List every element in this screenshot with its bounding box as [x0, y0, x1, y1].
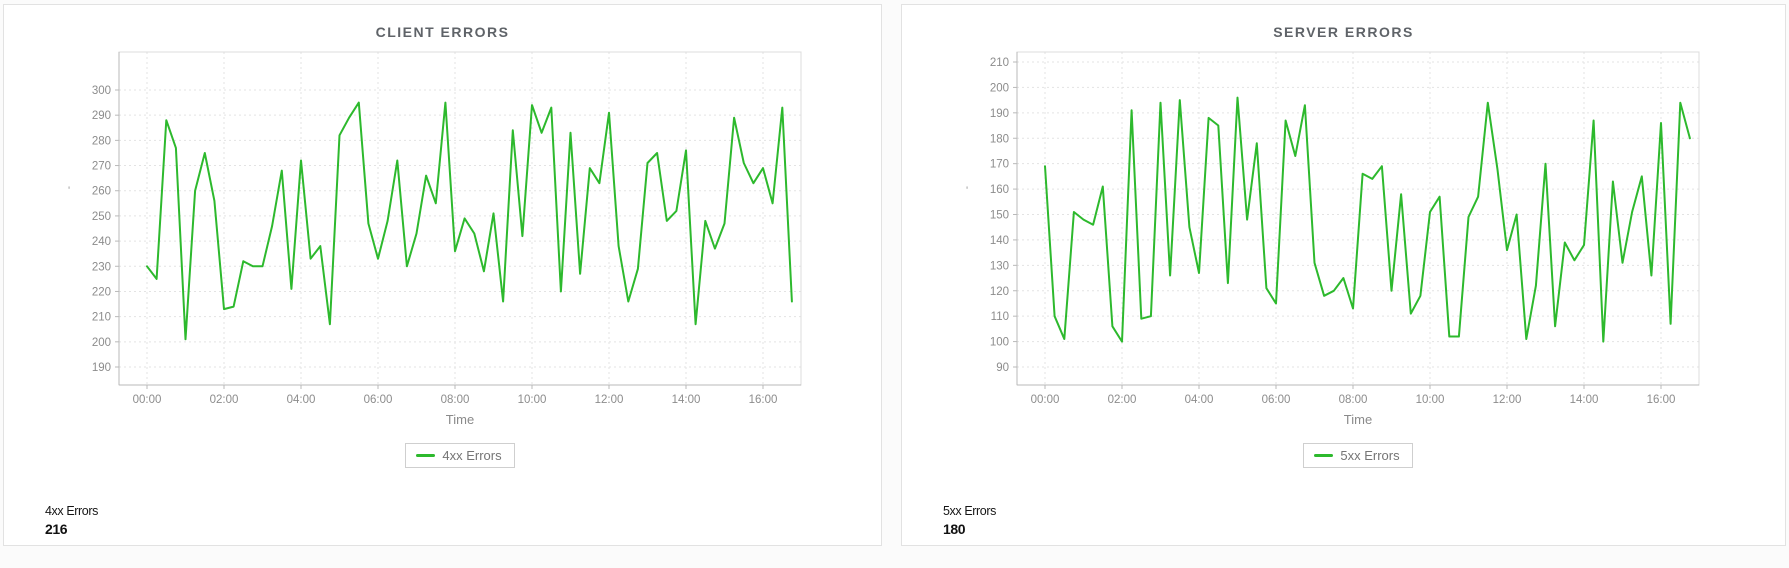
x-tick-label: 08:00	[441, 394, 470, 406]
y-tick-label: 220	[92, 286, 111, 298]
legend-line-swatch	[416, 454, 436, 457]
x-axis-label: Time	[1343, 412, 1373, 427]
x-tick-label: 16:00	[749, 394, 778, 406]
y-tick-label: 110	[991, 311, 1009, 323]
y-tick-label: 100	[990, 337, 1009, 349]
chart-title: CLIENT ERRORS	[375, 24, 510, 40]
server-errors-card: SERVER ERRORS ' 90 100 110 120 130 140 150 160 1…	[901, 4, 1786, 546]
y-tick-label: 130	[990, 260, 1009, 272]
legend-row: 5xx Errors	[1017, 443, 1699, 468]
series-line-5xx-errors	[1044, 96, 1691, 343]
x-tick-label: 14:00	[1570, 394, 1599, 406]
plot-border	[118, 51, 802, 386]
legend-row: 4xx Errors	[119, 443, 801, 468]
y-axis-title-mark: '	[966, 185, 969, 197]
y-tick-label: 180	[990, 133, 1009, 145]
x-tick-label: 14:00	[672, 394, 701, 406]
line-chart-5xx-errors: 90 100 110 120 130 140 150 160 170 180 190 200 210 00…	[990, 51, 1700, 406]
legend-label: 4xx Errors	[442, 448, 502, 463]
line-chart-4xx-errors: 190 200 210 220 230 240 250 260 270 280 290 300 00:0…	[92, 51, 802, 406]
y-tick-label: 250	[92, 211, 111, 223]
summary-series-label: 5xx Errors	[943, 504, 996, 518]
x-tick-label: 00:00	[133, 394, 162, 406]
y-tick-label: 210	[990, 57, 1009, 69]
series-line-4xx-errors	[146, 101, 793, 341]
chart-title: SERVER ERRORS	[1273, 24, 1414, 40]
x-axis-label: Time	[445, 412, 475, 427]
x-tick-label: 10:00	[1416, 394, 1445, 406]
y-tick-label: 210	[92, 312, 111, 324]
summary-block: 4xx Errors 216	[45, 503, 98, 539]
legend-label: 5xx Errors	[1340, 448, 1400, 463]
y-tick-label: 120	[990, 286, 1009, 298]
x-tick-label: 06:00	[364, 394, 393, 406]
summary-latest-value: 216	[45, 521, 68, 537]
legend-line-swatch	[1314, 454, 1334, 457]
y-tick-label: 240	[92, 236, 111, 248]
x-tick-label: 04:00	[1185, 394, 1214, 406]
y-tick-label: 300	[92, 85, 111, 97]
y-tick-label: 150	[990, 210, 1009, 222]
summary-latest-value: 180	[943, 521, 966, 537]
x-tick-label: 10:00	[518, 394, 547, 406]
legend-item-5xx-errors[interactable]: 5xx Errors	[1303, 443, 1413, 468]
y-tick-label: 290	[92, 110, 111, 122]
x-tick-label: 16:00	[1647, 394, 1676, 406]
y-tick-label: 170	[990, 159, 1009, 171]
y-tick-label: 230	[92, 261, 111, 273]
x-tick-label: 08:00	[1339, 394, 1368, 406]
x-tick-label: 12:00	[1493, 394, 1522, 406]
y-tick-label: 90	[996, 362, 1009, 374]
y-tick-label: 260	[92, 186, 111, 198]
x-tick-label: 12:00	[595, 394, 624, 406]
y-tick-label: 190	[990, 108, 1009, 120]
y-axis-title-mark: '	[68, 185, 71, 197]
x-tick-label: 02:00	[210, 394, 239, 406]
client-errors-card: CLIENT ERRORS ' 190 200 210 220 230 240 250 260…	[3, 4, 882, 546]
y-tick-label: 160	[990, 184, 1009, 196]
y-tick-label: 140	[990, 235, 1009, 247]
plot-border	[1016, 51, 1700, 386]
x-tick-label: 00:00	[1031, 394, 1060, 406]
x-tick-label: 02:00	[1108, 394, 1137, 406]
x-tick-label: 04:00	[287, 394, 316, 406]
y-tick-label: 280	[92, 135, 111, 147]
summary-series-label: 4xx Errors	[45, 504, 98, 518]
legend-item-4xx-errors[interactable]: 4xx Errors	[405, 443, 515, 468]
summary-block: 5xx Errors 180	[943, 503, 996, 539]
x-tick-label: 06:00	[1262, 394, 1291, 406]
y-tick-label: 200	[92, 337, 111, 349]
y-tick-label: 200	[990, 82, 1009, 94]
y-tick-label: 190	[92, 362, 111, 374]
y-tick-label: 270	[92, 161, 111, 173]
